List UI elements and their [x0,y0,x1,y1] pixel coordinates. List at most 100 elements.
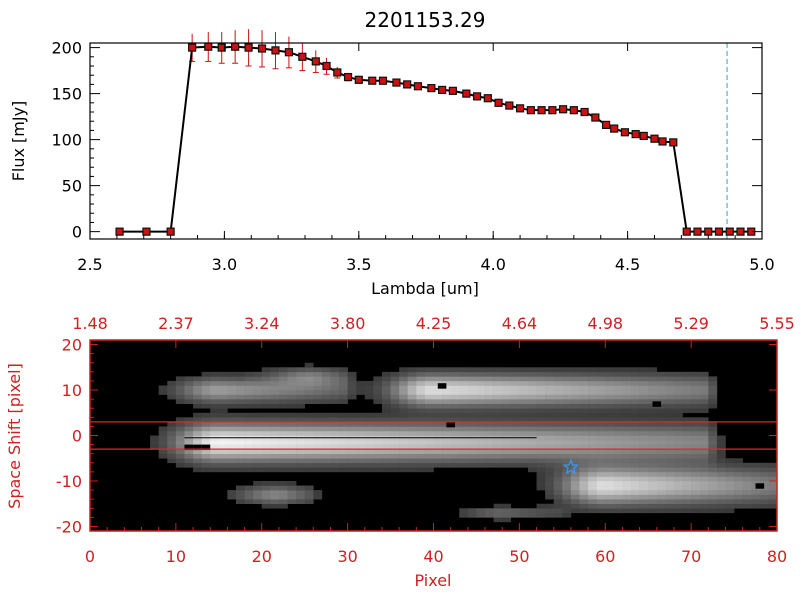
image-pixel [218,390,228,395]
image-pixel [519,430,529,436]
image-pixel [485,390,494,395]
image-pixel [605,399,615,404]
image-pixel [459,440,469,445]
image-pixel [519,380,529,386]
image-pixel [330,380,340,386]
image-pixel [665,421,675,427]
image-pixel [562,371,572,377]
spectrum-point [714,227,724,236]
image-pixel [485,394,494,400]
image-pixel [442,385,451,391]
image-pixel [631,430,640,436]
spectrum-point [438,85,447,95]
image-pixel [656,490,666,495]
image-pixel [716,499,726,505]
image-pixel [313,412,323,418]
image-pixel [433,440,443,445]
image-pixel [313,430,323,436]
image-pixel [562,512,572,518]
image-pixel [313,467,323,473]
image-pixel [768,471,778,477]
image-pixel [424,385,434,391]
image-pixel [545,440,555,445]
image-pixel [390,449,400,454]
image-pixel [390,440,400,445]
image-pixel [527,390,537,395]
image-pixel [390,385,400,391]
x-tick-label: 3.5 [346,255,371,274]
image-pixel [579,421,589,427]
image-pixel [467,508,477,514]
image-pixel [450,399,460,404]
image-pixel [613,399,623,404]
image-pixel [665,399,675,404]
image-pixel [296,385,305,391]
image-pixel [175,449,185,454]
image-pixel [545,367,555,373]
image-pixel [450,380,460,386]
image-pixel [493,390,503,395]
image-pixel [210,380,220,386]
image-pixel [459,371,469,377]
image-pixel [218,453,228,459]
image-pixel [459,385,469,391]
image-pixel [278,371,288,377]
image-pixel [485,385,494,391]
image-pixel [639,367,649,373]
image-pixel [519,444,529,450]
image-pixel [476,408,486,414]
image-pixel [605,471,615,477]
x-tick-label: 2.5 [77,255,102,274]
image-pixel [321,394,331,400]
image-pixel [519,440,529,445]
image-pixel [416,417,426,423]
image-pixel [519,390,529,395]
image-pixel [416,376,426,382]
image-pixel [682,453,692,459]
image-pixel [682,399,692,404]
image-pixel [175,458,185,464]
image-pixel [519,462,529,468]
image-pixel [253,394,263,400]
spectrum-point [569,106,578,115]
image-pixel [184,453,194,459]
image-pixel [450,453,460,459]
image-pixel [510,508,520,514]
image-pixel [399,449,409,454]
image-pixel [716,490,726,495]
image-pixel [416,458,426,464]
image-pixel [347,444,357,450]
top-tick-label: 4.25 [416,314,452,333]
image-pixel [622,508,632,514]
image-pixel [562,435,572,441]
image-pixel [261,480,271,486]
image-pixel [613,476,623,482]
image-pixel [613,503,623,509]
image-pixel [527,403,537,409]
image-pixel [330,412,340,418]
image-pixel [193,390,202,395]
image-pixel [605,499,615,505]
image-pixel [175,462,185,468]
image-pixel [193,449,202,454]
image-pixel [519,421,529,427]
image-pixel [476,430,486,436]
image-pixel [527,367,537,373]
image-pixel [278,444,288,450]
image-pixel [227,390,237,395]
image-pixel [596,385,606,391]
image-pixel [450,444,460,450]
spectrum-point [526,106,535,115]
image-pixel [476,399,486,404]
image-pixel [725,485,735,491]
image-pixel [682,390,692,395]
image-pixel [570,444,580,450]
image-pixel [287,449,297,454]
spectrum-point [494,98,503,107]
image-pixel [227,380,237,386]
image-pixel [296,494,305,500]
image-pixel [313,444,323,450]
image-pixel [691,426,701,432]
image-pixel [682,490,692,495]
spectrum-point [392,78,401,87]
